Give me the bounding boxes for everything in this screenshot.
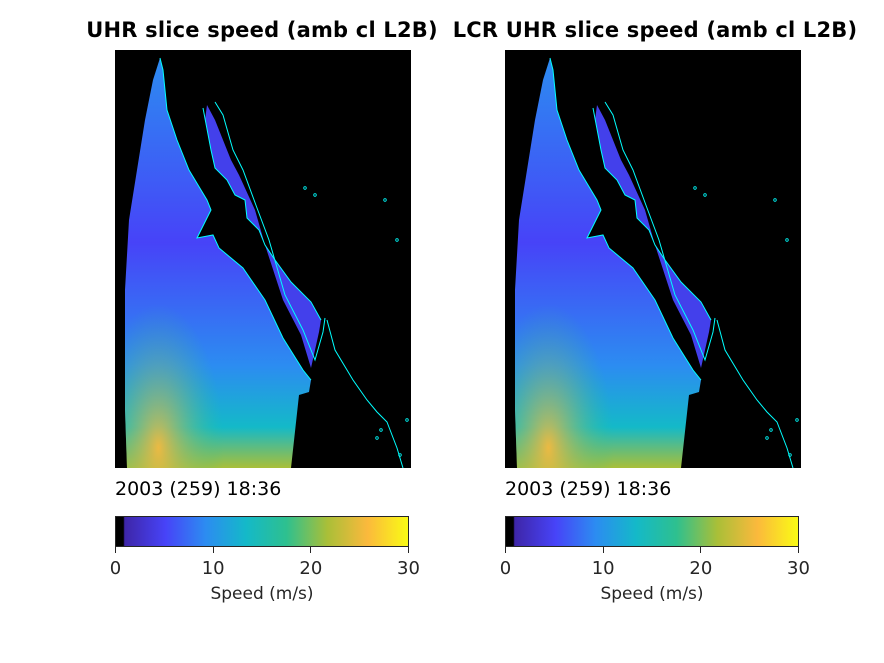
colorbar-tick-mark xyxy=(408,547,409,553)
panel-1-title: UHR slice speed (amb cl L2B) xyxy=(86,18,438,42)
panel-1-colorbar-label: Speed (m/s) xyxy=(210,584,314,604)
island-6 xyxy=(398,453,402,457)
island-8 xyxy=(795,418,799,422)
island-2 xyxy=(703,193,707,197)
island-1 xyxy=(303,186,307,190)
panel-2-timestamp: 2003 (259) 18:36 xyxy=(505,478,672,500)
colorbar-tick-label: 0 xyxy=(499,558,512,579)
high-wind-region xyxy=(125,58,311,468)
panel-2-wind-map xyxy=(505,50,801,468)
gulf-swath xyxy=(205,105,321,368)
colorbar-tick-mark xyxy=(602,547,604,553)
colorbar-tick-label: 10 xyxy=(201,558,225,579)
coastline-4 xyxy=(716,319,794,468)
coastline-1 xyxy=(549,57,702,381)
colorbar-tick-label: 30 xyxy=(397,558,420,579)
gulf-swath xyxy=(595,105,711,368)
colorbar-tick-label: 10 xyxy=(591,558,615,579)
island-5 xyxy=(769,428,773,432)
colorbar-tick-mark xyxy=(212,547,214,553)
island-3 xyxy=(383,198,387,202)
island-5 xyxy=(379,428,383,432)
coastline-3 xyxy=(202,107,322,321)
colorbar-tick-mark xyxy=(505,547,506,553)
coastline-1 xyxy=(159,57,312,381)
colorbar-tick-mark xyxy=(115,547,116,553)
island-6 xyxy=(788,453,792,457)
panel-2-colorbar xyxy=(505,516,799,547)
colorbar-tick-mark xyxy=(798,547,799,553)
panel-2-colorbar-label: Speed (m/s) xyxy=(600,584,704,604)
panel-1-timestamp: 2003 (259) 18:36 xyxy=(115,478,282,500)
island-3 xyxy=(773,198,777,202)
island-2 xyxy=(313,193,317,197)
colorbar-tick-label: 20 xyxy=(299,558,323,579)
high-wind-region xyxy=(515,58,701,468)
island-8 xyxy=(405,418,409,422)
coastline-3 xyxy=(592,107,712,321)
colorbar-tick-label: 30 xyxy=(787,558,810,579)
island-4 xyxy=(395,238,399,242)
island-1 xyxy=(693,186,697,190)
island-7 xyxy=(765,436,769,440)
colorbar-tick-mark xyxy=(310,547,312,553)
colorbar-tick-label: 0 xyxy=(109,558,122,579)
panel-1-colorbar xyxy=(115,516,409,547)
island-4 xyxy=(785,238,789,242)
coastline-2 xyxy=(604,101,716,362)
coastline-4 xyxy=(326,319,404,468)
colorbar-tick-mark xyxy=(700,547,702,553)
panel-1-wind-map xyxy=(115,50,411,468)
island-7 xyxy=(375,436,379,440)
colorbar-tick-label: 20 xyxy=(689,558,713,579)
panel-2-title: LCR UHR slice speed (amb cl L2B) xyxy=(452,18,858,42)
coastline-2 xyxy=(214,101,326,362)
